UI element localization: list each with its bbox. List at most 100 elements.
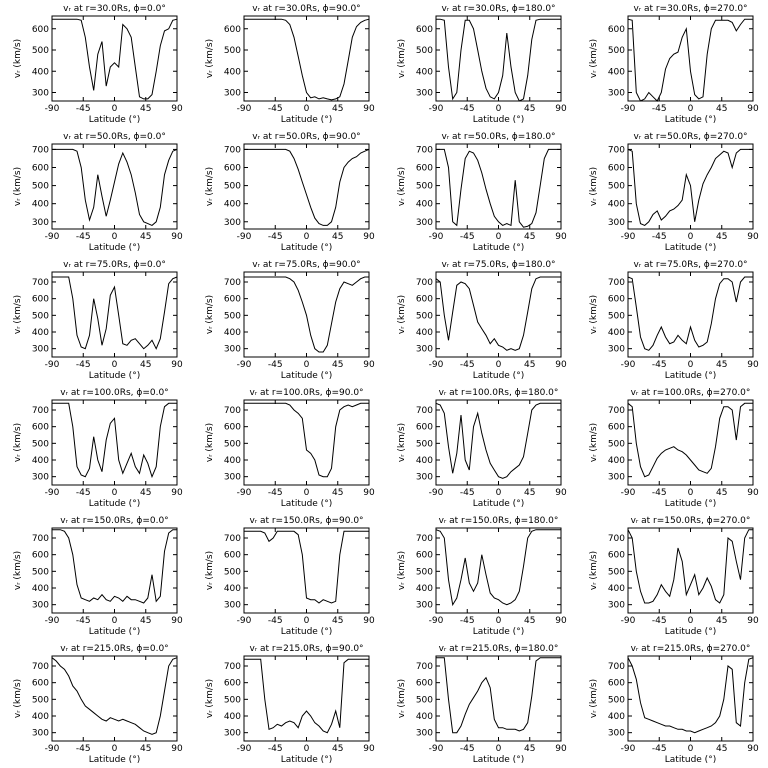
panel: vᵣ at r=100.0Rs, ϕ=270.0° -90 -45 0 45 90 300 4… [589,388,759,509]
y-tick-label: 600 [32,164,49,174]
y-tick-label: 300 [32,89,49,99]
x-axis-label: Latitude (°) [281,371,332,381]
y-tick-label: 400 [224,200,241,210]
x-tick-label: -90 [429,488,444,498]
y-tick-label: 600 [416,295,433,305]
data-line [52,402,177,479]
panel: vᵣ at r=215.0Rs, ϕ=180.0° -90 -45 0 45 90 300 4… [397,644,567,765]
y-tick-label: 700 [416,145,433,155]
y-tick-label: 600 [32,25,49,35]
x-tick-label: -90 [429,616,444,626]
x-tick-label: 90 [555,488,567,498]
x-axis-label: Latitude (°) [89,755,140,765]
y-tick-label: 500 [224,439,241,449]
data-line [435,276,561,351]
x-tick-label: 0 [688,616,694,626]
y-tick-label: 300 [224,218,241,228]
y-tick-label: 700 [608,278,625,288]
x-tick-label: 0 [496,616,502,626]
x-tick-label: -45 [76,488,91,498]
x-tick-label: -90 [45,232,60,242]
y-axis-label: vᵣ (km/s) [13,295,23,334]
x-tick-label: -90 [45,616,60,626]
panel: vᵣ at r=215.0Rs, ϕ=270.0° -90 -45 0 45 90 300 4… [589,644,759,765]
x-tick-label: 0 [112,488,118,498]
x-tick-label: 0 [496,488,502,498]
x-axis-label: Latitude (°) [89,627,140,637]
y-axis-label: vᵣ (km/s) [13,551,23,590]
data-line [627,529,753,604]
x-tick-label: -45 [76,104,91,114]
x-axis-label: Latitude (°) [665,371,716,381]
y-tick-label: 300 [416,218,433,228]
y-tick-label: 600 [416,423,433,433]
y-axis-label: vᵣ (km/s) [589,39,599,78]
y-axis-label: vᵣ (km/s) [13,167,23,206]
x-axis-label: Latitude (°) [89,371,140,381]
panel: vᵣ at r=75.0Rs, ϕ=90.0° -90 -45 0 45 90 300 400… [205,260,375,381]
y-tick-label: 500 [416,46,433,56]
x-tick-label: -90 [45,104,60,114]
y-tick-label: 700 [416,662,433,672]
x-tick-label: 90 [363,488,375,498]
data-line [627,18,753,102]
x-tick-label: -45 [76,744,91,754]
x-tick-label: -90 [621,616,636,626]
data-line [244,658,369,734]
x-tick-label: -90 [45,360,60,370]
panel: vᵣ at r=100.0Rs, ϕ=180.0° -90 -45 0 45 90 300 4… [397,388,567,509]
x-tick-label: -90 [621,488,636,498]
x-tick-label: 45 [140,744,151,754]
x-tick-label: -45 [460,616,475,626]
panel: vᵣ at r=50.0Rs, ϕ=90.0° -90 -45 0 45 90 300 400… [205,132,375,253]
x-tick-label: -90 [237,360,252,370]
x-tick-label: 90 [363,360,375,370]
panel: vᵣ at r=50.0Rs, ϕ=0.0° -90 -45 0 45 90 300 400 5… [13,132,183,253]
x-tick-label: 0 [496,104,502,114]
x-tick-label: -90 [45,488,60,498]
y-tick-label: 400 [416,584,433,594]
data-line [627,148,753,226]
plot-frame [243,399,370,486]
data-line [244,276,369,353]
panel: vᵣ at r=75.0Rs, ϕ=270.0° -90 -45 0 45 90 300 40… [589,260,759,381]
x-tick-label: -45 [268,744,283,754]
x-tick-label: -90 [429,360,444,370]
y-tick-label: 400 [608,328,625,338]
x-tick-label: -45 [268,616,283,626]
y-axis-label: vᵣ (km/s) [205,551,215,590]
y-tick-label: 500 [416,311,433,321]
x-tick-label: -45 [460,488,475,498]
panel-title: vᵣ at r=215.0Rs, ϕ=180.0° [439,644,559,654]
x-axis-label: Latitude (°) [473,115,524,125]
data-line [627,276,753,351]
x-tick-label: 90 [747,104,759,114]
x-tick-label: 45 [332,104,343,114]
panel: vᵣ at r=75.0Rs, ϕ=0.0° -90 -45 0 45 90 300 400 5… [13,260,183,381]
x-tick-label: 45 [332,744,343,754]
y-tick-label: 600 [608,423,625,433]
y-axis-label: vᵣ (km/s) [589,167,599,206]
y-tick-label: 400 [224,328,241,338]
x-tick-label: 90 [171,488,183,498]
data-line [244,402,369,478]
x-tick-label: 45 [140,232,151,242]
y-tick-label: 300 [608,345,625,355]
x-tick-label: 45 [524,744,535,754]
data-line [52,529,177,604]
y-tick-label: 500 [608,695,625,705]
x-axis-label: Latitude (°) [473,371,524,381]
x-tick-label: -45 [460,360,475,370]
y-tick-label: 500 [608,439,625,449]
x-tick-label: 90 [747,360,759,370]
x-tick-label: 0 [688,360,694,370]
y-tick-label: 400 [416,456,433,466]
y-tick-label: 300 [416,345,433,355]
y-tick-label: 700 [416,278,433,288]
x-axis-label: Latitude (°) [89,115,140,125]
y-tick-label: 500 [608,182,625,192]
x-tick-label: 45 [716,744,727,754]
y-axis-label: vᵣ (km/s) [397,423,407,462]
y-tick-label: 400 [416,200,433,210]
y-tick-label: 400 [224,712,241,722]
